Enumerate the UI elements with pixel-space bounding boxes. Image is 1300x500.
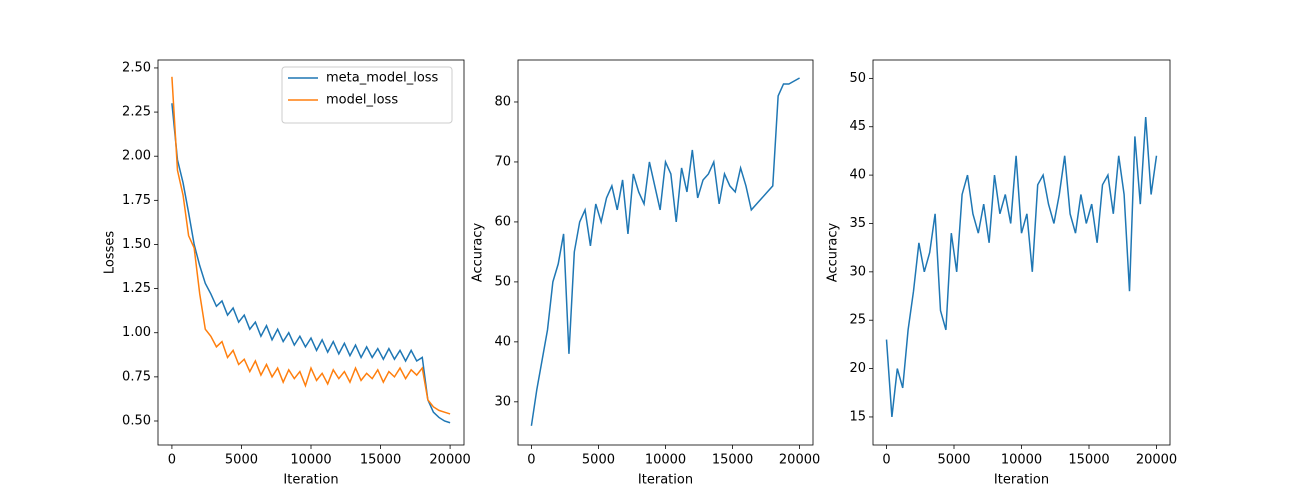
x-tick-label: 10000 — [1001, 453, 1042, 468]
y-tick-label: 40 — [494, 334, 511, 349]
y-tick-label: 80 — [494, 94, 511, 109]
y-tick-label: 15 — [849, 409, 866, 424]
y-tick-label: 30 — [849, 264, 866, 279]
y-tick-label: 35 — [849, 216, 866, 231]
y-axis-label: Accuracy — [471, 223, 486, 283]
series-line — [171, 76, 451, 415]
x-axis-label: Iteration — [283, 473, 338, 488]
y-tick-label: 2.00 — [122, 149, 151, 164]
x-tick-label: 5000 — [225, 453, 258, 468]
y-tick-label: 1.25 — [122, 281, 151, 296]
x-tick-label: 0 — [527, 453, 535, 468]
y-axis-label: Losses — [103, 231, 118, 275]
legend-label: model_loss — [326, 93, 398, 108]
x-tick-label: 5000 — [937, 453, 970, 468]
x-axis-label: Iteration — [994, 473, 1049, 488]
x-tick-label: 15000 — [360, 453, 401, 468]
y-tick-label: 25 — [849, 313, 866, 328]
x-tick-label: 0 — [168, 453, 176, 468]
y-tick-label: 2.50 — [122, 60, 151, 75]
x-tick-label: 10000 — [290, 453, 331, 468]
y-tick-label: 1.00 — [122, 325, 151, 340]
x-axis-label: Iteration — [638, 473, 693, 488]
x-tick-label: 15000 — [1068, 453, 1109, 468]
legend-box — [281, 66, 453, 124]
y-tick-label: 40 — [849, 168, 866, 183]
y-tick-label: 0.75 — [122, 369, 151, 384]
x-tick-label: 20000 — [1136, 453, 1177, 468]
y-tick-label: 45 — [849, 119, 866, 134]
series-line — [530, 77, 800, 426]
y-tick-label: 50 — [849, 71, 866, 86]
y-tick-label: 1.75 — [122, 193, 151, 208]
x-tick-label: 20000 — [779, 453, 820, 468]
y-tick-label: 70 — [494, 154, 511, 169]
y-tick-label: 50 — [494, 274, 511, 289]
y-tick-label: 0.50 — [122, 413, 151, 428]
x-tick-label: 0 — [882, 453, 890, 468]
legend-label: meta_model_loss — [326, 71, 439, 86]
y-axis-label: Accuracy — [826, 223, 841, 283]
series-line — [885, 117, 1158, 418]
series-line — [171, 103, 451, 424]
x-tick-label: 20000 — [429, 453, 470, 468]
x-tick-label: 15000 — [712, 453, 753, 468]
y-tick-label: 1.50 — [122, 237, 151, 252]
y-tick-label: 20 — [849, 361, 866, 376]
y-tick-label: 30 — [494, 394, 511, 409]
y-tick-label: 60 — [494, 214, 511, 229]
y-tick-label: 2.25 — [122, 105, 151, 120]
x-tick-label: 5000 — [582, 453, 615, 468]
x-tick-label: 10000 — [645, 453, 686, 468]
axes-frame — [517, 59, 814, 446]
